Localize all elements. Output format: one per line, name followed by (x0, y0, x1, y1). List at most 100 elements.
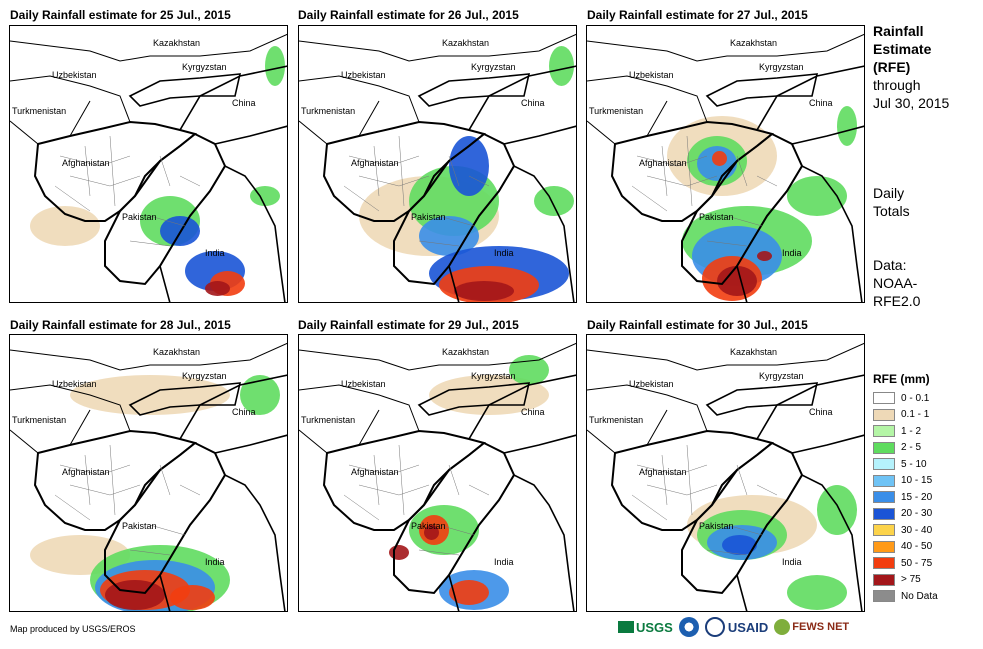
country-label-india: India (205, 557, 225, 567)
data-line-3: RFE2.0 (873, 293, 921, 309)
country-label-pakistan: Pakistan (122, 212, 157, 222)
country-label-pakistan: Pakistan (411, 521, 446, 531)
rain-area (717, 266, 757, 296)
country-label-china: China (809, 98, 833, 108)
country-label-india: India (494, 557, 514, 567)
uzbekistan-border (587, 384, 708, 432)
uzbekistan-border (10, 384, 131, 432)
legend-label: 5 - 10 (901, 458, 927, 470)
country-label-kyrgyzstan: Kyrgyzstan (471, 62, 516, 72)
kyrgyzstan-border (417, 73, 531, 107)
rain-area (722, 535, 757, 555)
legend-item: 2 - 5 (873, 440, 938, 457)
daily-line-1: Daily (873, 185, 905, 201)
legend-swatch (873, 441, 895, 454)
legend: RFE (mm) 0 - 0.1 0.1 - 1 1 - 2 2 - 5 5 - 10 1… (873, 372, 938, 605)
rain-area (240, 375, 280, 415)
usaid-logo-text: USAID (727, 619, 769, 635)
china-border (756, 374, 864, 454)
legend-item: No Data (873, 588, 938, 605)
map-panel-5: Kazakhstan Kyrgyzstan Uzbekistan Turkmenist… (298, 334, 577, 612)
china-border (179, 65, 287, 145)
country-label-turkmenistan: Turkmenistan (12, 106, 67, 116)
province-lines (54, 444, 201, 556)
country-label-afghanistan: Afghanistan (351, 158, 399, 168)
country-label-india: India (782, 248, 802, 258)
legend-label: No Data (901, 590, 938, 602)
map-panel-1: Kazakhstan Kyrgyzstan Uzbekistan Turkmenist… (9, 25, 288, 303)
turkmenistan-border (10, 409, 91, 454)
country-label-china: China (521, 407, 545, 417)
province-lines (631, 135, 778, 247)
panel-title-5: Daily Rainfall estimate for 29 Jul., 201… (298, 318, 519, 332)
afghanistan-border (322, 429, 487, 531)
kyrgyzstan-border (128, 382, 242, 416)
country-label-kazakhstan: Kazakhstan (730, 347, 778, 357)
kyrgyzstan-border (128, 73, 242, 107)
country-label-pakistan: Pakistan (411, 212, 446, 222)
country-label-uzbekistan: Uzbekistan (341, 379, 386, 389)
kazakhstan-border (299, 33, 576, 62)
country-label-kyrgyzstan: Kyrgyzstan (471, 371, 516, 381)
legend-item: 5 - 10 (873, 456, 938, 473)
country-label-afghanistan: Afghanistan (639, 467, 687, 477)
province-lines (54, 135, 201, 247)
legend-item: > 75 (873, 572, 938, 589)
country-label-afghanistan: Afghanistan (351, 467, 399, 477)
rain-area (817, 485, 857, 535)
china-border (468, 65, 576, 145)
map-svg (10, 342, 287, 611)
country-label-turkmenistan: Turkmenistan (12, 415, 67, 425)
kyrgyzstan-border (705, 73, 819, 107)
map-svg (10, 33, 287, 302)
country-label-china: China (521, 98, 545, 108)
fewsnet-logo: FEWS NET (774, 619, 849, 635)
country-label-kazakhstan: Kazakhstan (153, 38, 201, 48)
legend-item: 1 - 2 (873, 423, 938, 440)
map-svg (299, 342, 576, 611)
china-border (756, 65, 864, 145)
data-line-1: Data: (873, 257, 907, 273)
legend-item: 30 - 40 (873, 522, 938, 539)
country-label-uzbekistan: Uzbekistan (341, 70, 386, 80)
rain-area (424, 525, 439, 540)
rain-area (265, 46, 285, 86)
product-title: Rainfall Estimate (RFE) through Jul 30, … (873, 22, 949, 112)
legend-swatch (873, 540, 895, 553)
rain-area (389, 545, 409, 560)
province-lines (343, 135, 490, 247)
legend-label: > 75 (901, 574, 921, 586)
kyrgyzstan-border (417, 382, 531, 416)
title-line-1: Rainfall (873, 23, 924, 39)
country-label-india: India (205, 248, 225, 258)
legend-label: 30 - 40 (901, 524, 933, 536)
india-border (448, 473, 575, 611)
kazakhstan-border (587, 33, 864, 62)
india-border (159, 164, 286, 302)
country-label-kazakhstan: Kazakhstan (442, 38, 490, 48)
panel-title-1: Daily Rainfall estimate for 25 Jul., 201… (10, 8, 231, 22)
afghanistan-border (610, 120, 775, 222)
country-label-kazakhstan: Kazakhstan (153, 347, 201, 357)
kazakhstan-border (10, 342, 287, 371)
kyrgyzstan-border (705, 382, 819, 416)
legend-label: 10 - 15 (901, 475, 933, 487)
rain-area (170, 585, 215, 610)
map-panel-6: Kazakhstan Kyrgyzstan Uzbekistan Turkmenist… (586, 334, 865, 612)
rain-area (250, 186, 280, 206)
uzbekistan-border (10, 75, 131, 123)
afghanistan-border (33, 429, 198, 531)
map-credit: Map produced by USGS/EROS (10, 624, 136, 634)
rain-area (449, 580, 489, 605)
afghanistan-border (33, 120, 198, 222)
turkmenistan-border (587, 409, 668, 454)
through-text: through (873, 77, 921, 93)
legend-label: 0 - 0.1 (901, 392, 930, 404)
legend-swatch (873, 524, 895, 537)
china-border (179, 374, 287, 454)
legend-label: 0.1 - 1 (901, 409, 930, 421)
legend-swatch (873, 458, 895, 471)
afghanistan-border (610, 429, 775, 531)
legend-item: 40 - 50 (873, 539, 938, 556)
india-border (736, 473, 863, 611)
